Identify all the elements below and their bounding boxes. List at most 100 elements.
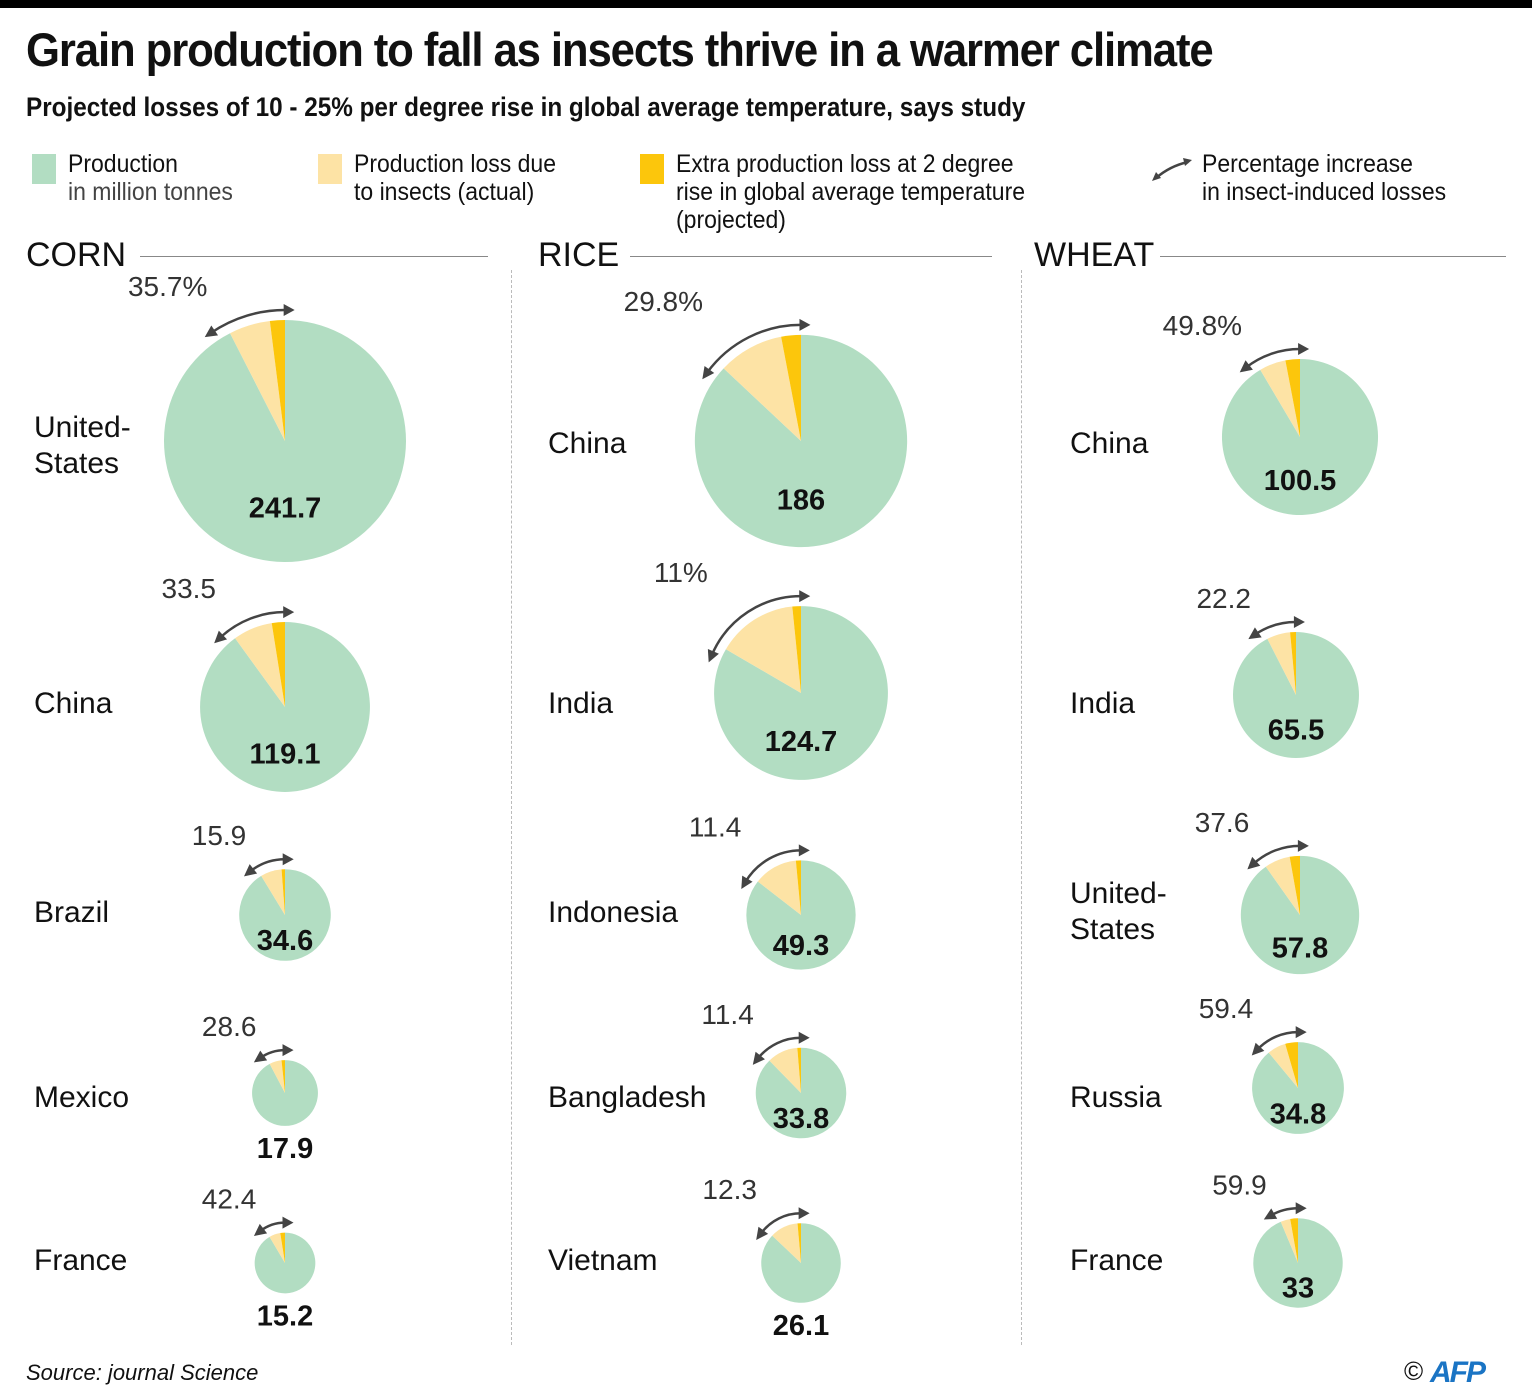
country-label: France	[1070, 1244, 1164, 1277]
pie-corn-0: 35.7% 241.7	[128, 271, 406, 562]
legend-sublabel-production: in million tonnes	[68, 178, 233, 206]
legend-label-actual-loss-2: to insects (actual)	[354, 178, 535, 206]
increase-arrow-head-left	[214, 630, 228, 644]
pie-rice-2: 11.4 49.3	[689, 811, 856, 970]
production-value-label: 33.8	[773, 1103, 829, 1135]
pie-slice-production	[1252, 1042, 1344, 1134]
section-rule-corn	[140, 256, 488, 257]
production-value-label: 65.5	[1268, 715, 1324, 747]
increase-arrow	[1245, 347, 1302, 369]
pie-corn-4: 42.4 15.2	[202, 1184, 316, 1332]
pie-slice-actual-loss	[1260, 360, 1300, 437]
increase-label: 12.3	[702, 1174, 757, 1205]
increase-arrow-head-right	[282, 853, 294, 866]
legend-label-extra-loss-1: Extra production loss at 2 degree	[676, 150, 1014, 178]
increase-label: 35.7%	[128, 271, 207, 302]
legend-item-actual-loss: Production loss due to insects (actual)	[318, 150, 574, 206]
increase-arrow	[759, 1211, 802, 1235]
pie-slice-actual-loss	[1268, 1043, 1298, 1088]
pie-slice-extra-loss	[795, 860, 801, 915]
pie-slice-actual-loss	[1267, 632, 1296, 695]
increase-arrow-head-left	[1239, 360, 1253, 373]
production-value-label: 15.2	[257, 1300, 313, 1332]
country-label: Brazil	[34, 896, 110, 929]
country-label: Bangladesh	[548, 1081, 707, 1114]
legend-swatch-production	[32, 154, 56, 184]
legend-label-increase-1: Percentage increase	[1202, 150, 1413, 178]
production-value-label: 33	[1282, 1273, 1314, 1305]
double-arrow-icon	[1152, 158, 1192, 181]
increase-arrow	[744, 849, 802, 883]
pie-slice-actual-loss	[723, 336, 801, 441]
section-heading-corn: CORN	[26, 236, 127, 274]
increase-arrow-head-right	[799, 590, 811, 603]
pie-corn-2: 15.9 34.6	[192, 820, 331, 961]
pie-slice-production	[252, 1060, 318, 1126]
increase-arrow-head-left	[756, 1226, 769, 1240]
afp-logo: AFP	[1430, 1356, 1486, 1389]
pie-slice-extra-loss	[1289, 855, 1300, 915]
legend-label-actual-loss-1: Production loss due	[354, 150, 557, 178]
pie-slice-extra-loss	[269, 320, 285, 441]
increase-arrow-head-right	[799, 318, 811, 331]
increase-arrow	[756, 1036, 802, 1060]
source-note: Source: journal Science	[26, 1360, 259, 1385]
section-heading-rice: RICE	[538, 236, 620, 274]
increase-arrow-head-left	[1247, 856, 1261, 870]
pie-wheat-0: 49.8% 100.5	[1163, 310, 1379, 516]
increase-arrow	[706, 323, 803, 374]
increase-arrow-head-right	[1293, 616, 1305, 629]
increase-label: 28.6	[202, 1011, 257, 1042]
production-value-label: 124.7	[765, 726, 838, 758]
pie-slice-actual-loss	[769, 1047, 801, 1093]
pie-slice-extra-loss	[797, 1047, 801, 1093]
pie-slice-actual-loss	[1280, 1218, 1298, 1263]
increase-arrow-head-right	[283, 606, 295, 619]
production-value-label: 57.8	[1272, 933, 1328, 965]
increase-label: 29.8%	[624, 286, 703, 317]
increase-arrow-head-left	[707, 649, 719, 663]
pie-wheat-3: 59.4 34.8	[1199, 993, 1344, 1134]
increase-arrow	[1270, 1207, 1299, 1217]
increase-arrow	[1252, 844, 1301, 865]
production-value-label: 241.7	[249, 493, 322, 525]
increase-label: 33.5	[162, 573, 217, 604]
production-value-label: 186	[777, 484, 825, 516]
pie-slice-actual-loss	[261, 869, 285, 915]
copyright-symbol: ©	[1404, 1356, 1424, 1386]
pie-slice-actual-loss	[269, 1233, 285, 1263]
increase-arrow-head-left	[1251, 1042, 1265, 1056]
pie-slice-extra-loss	[281, 869, 285, 915]
country-label: Mexico	[34, 1081, 130, 1114]
increase-arrow-head-left	[204, 325, 219, 338]
chart-subtitle: Projected losses of 10 - 25% per degree …	[26, 92, 1026, 122]
increase-arrow-head-left	[253, 1050, 268, 1063]
increase-arrow-head-right	[282, 1044, 294, 1057]
increase-label: 11%	[654, 557, 708, 588]
pie-wheat-2: 37.6 57.8	[1195, 807, 1360, 975]
chart-title: Grain production to fall as insects thri…	[26, 23, 1214, 76]
increase-arrow-head-left	[1263, 1208, 1278, 1220]
pie-slice-production	[694, 334, 908, 548]
country-label: China	[548, 427, 627, 460]
pie-slice-actual-loss	[725, 606, 801, 693]
pie-slice-extra-loss	[271, 622, 285, 707]
pie-slice-extra-loss	[1290, 632, 1296, 695]
increase-arrow-head-right	[1298, 342, 1310, 355]
pie-slice-actual-loss	[772, 1223, 801, 1263]
production-value-label: 119.1	[250, 739, 321, 771]
increase-arrow-head-right	[1295, 1202, 1307, 1215]
section-heading-wheat: WHEAT	[1034, 236, 1155, 274]
increase-arrow-head-left	[752, 1051, 765, 1065]
increase-arrow	[710, 594, 803, 656]
country-label: France	[34, 1244, 128, 1277]
increase-arrow-head-left	[253, 1223, 268, 1237]
pie-slice-production	[239, 869, 331, 961]
increase-arrow-head-left	[702, 365, 715, 380]
pie-rice-1: 11% 124.7	[654, 557, 888, 780]
pie-slice-extra-loss	[1290, 1218, 1298, 1263]
increase-arrow-head-left	[1248, 627, 1262, 640]
country-label: Indonesia	[548, 896, 679, 929]
legend-item-production: Production in million tonnes	[32, 150, 247, 206]
section-rule-wheat	[1160, 256, 1506, 257]
